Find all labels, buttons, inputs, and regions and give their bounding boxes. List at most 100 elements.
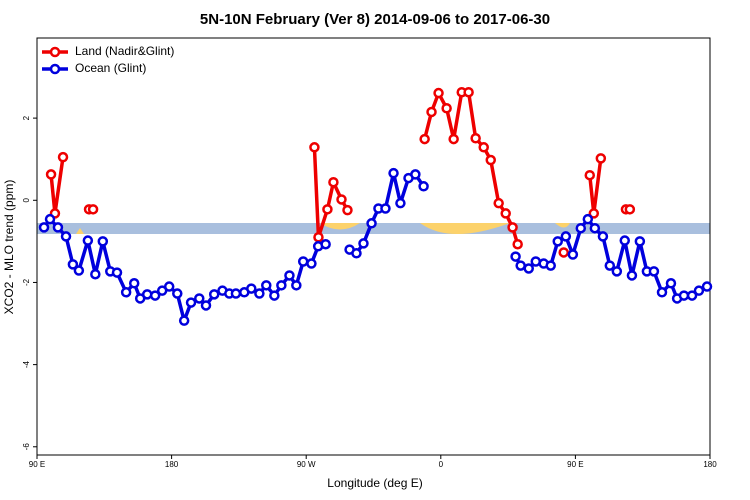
x-axis-label: Longitude (deg E) (327, 476, 422, 490)
y-tick-label: 0 (22, 198, 31, 203)
point (388, 167, 399, 179)
point (82, 235, 94, 246)
point (478, 142, 489, 153)
point (560, 231, 572, 242)
point (342, 204, 353, 216)
chart-title: 5N-10N February (Ver 8) 2014-09-06 to 20… (200, 11, 550, 28)
point (611, 266, 623, 277)
point (634, 236, 646, 247)
y-tick-label: -4 (22, 361, 31, 369)
point (208, 289, 220, 300)
y-tick-label: 2 (22, 115, 31, 120)
point (254, 288, 265, 299)
point (693, 285, 705, 296)
point (269, 290, 280, 301)
point (604, 260, 616, 271)
point (297, 256, 309, 267)
point (309, 142, 320, 153)
point (589, 222, 601, 234)
point (512, 238, 523, 250)
plot-frame (36, 37, 711, 456)
point (426, 106, 437, 118)
point (567, 249, 579, 260)
point (624, 204, 636, 215)
point (291, 280, 302, 291)
point (626, 270, 638, 281)
point (45, 169, 57, 180)
point (686, 290, 698, 301)
y-tick-label: -2 (22, 278, 31, 286)
point (433, 87, 444, 99)
point (44, 213, 56, 225)
point (470, 132, 481, 144)
point (395, 197, 406, 209)
point (419, 133, 430, 145)
point (336, 194, 347, 205)
point (588, 208, 600, 219)
point (584, 169, 596, 181)
y-axis-label: XCO2 - MLO trend (ppm) (2, 180, 16, 315)
legend-label: Ocean (Glint) (75, 61, 146, 75)
point (358, 238, 369, 249)
point (656, 287, 668, 298)
point (552, 236, 564, 247)
point (493, 197, 504, 209)
point (200, 300, 212, 311)
point (558, 247, 569, 258)
point (507, 222, 518, 233)
point (500, 208, 511, 219)
point (701, 281, 713, 292)
legend-marker (49, 46, 61, 58)
point (595, 153, 607, 164)
point (510, 251, 521, 262)
point (185, 297, 197, 308)
point (149, 290, 161, 301)
series-line (42, 217, 327, 323)
point (97, 236, 109, 247)
coverage-area (76, 223, 570, 234)
point (322, 204, 333, 215)
point (619, 235, 631, 246)
point (441, 103, 452, 114)
point (648, 266, 660, 277)
series-line (588, 158, 603, 216)
reference-band (37, 223, 710, 234)
point (230, 288, 242, 299)
point (67, 259, 79, 270)
point (87, 204, 99, 215)
point (418, 181, 429, 192)
point (306, 258, 317, 269)
point (328, 176, 339, 188)
point (545, 260, 556, 271)
point (194, 293, 205, 304)
point (575, 222, 587, 234)
point (366, 218, 377, 229)
point (597, 231, 609, 242)
point (141, 289, 153, 300)
x-tick-label: 90 W (297, 460, 316, 469)
series-line (422, 90, 520, 245)
point (261, 280, 272, 291)
point (485, 154, 497, 166)
point (38, 222, 50, 233)
x-tick-label: 180 (165, 460, 179, 469)
point (380, 203, 391, 214)
point (246, 283, 257, 294)
point (120, 287, 132, 298)
x-tick-label: 90 E (29, 460, 45, 469)
series-line (49, 156, 65, 216)
point (678, 290, 690, 301)
point (60, 231, 72, 242)
point (582, 213, 594, 225)
point (665, 278, 677, 289)
point (320, 238, 331, 250)
point (128, 278, 140, 289)
point (73, 265, 85, 276)
x-tick-label: 90 E (567, 460, 583, 469)
point (90, 268, 101, 280)
point (523, 263, 534, 274)
y-tick-label: -6 (22, 443, 31, 451)
legend-marker (49, 63, 61, 75)
point (351, 248, 362, 259)
point (172, 288, 183, 299)
